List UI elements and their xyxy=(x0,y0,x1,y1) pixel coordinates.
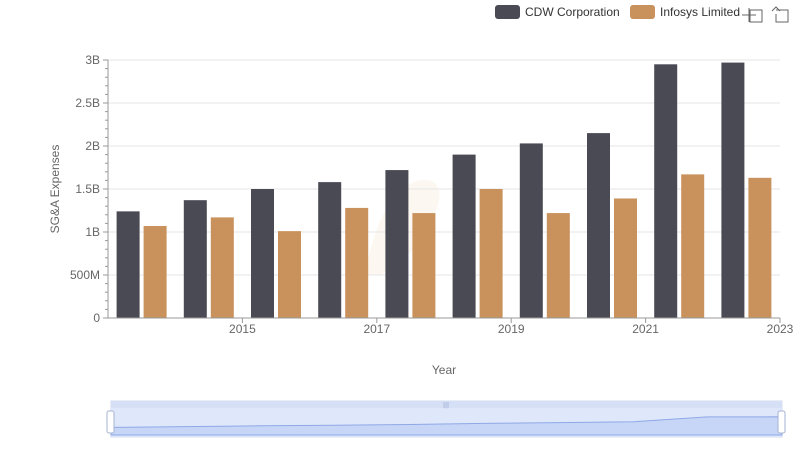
bar-cdw-2022[interactable] xyxy=(654,64,678,318)
y-axis-title: SG&A Expenses xyxy=(48,145,62,234)
bar-cdw-2019[interactable] xyxy=(452,154,476,318)
bar-infosys-2020[interactable] xyxy=(546,213,570,318)
x-tick-label: 2017 xyxy=(363,322,390,336)
data-zoom-left-handle[interactable] xyxy=(106,410,115,434)
legend-label-infosys: Infosys Limited xyxy=(660,5,740,19)
bar-cdw-2016[interactable] xyxy=(251,189,274,318)
legend[interactable]: CDW Corporation Infosys Limited xyxy=(495,5,740,19)
legend-swatch-cdw xyxy=(495,5,520,19)
bar-infosys-2022[interactable] xyxy=(681,174,705,318)
y-tick-label: 1B xyxy=(85,225,100,239)
y-tick-label: 3B xyxy=(85,53,100,67)
bar-cdw-2014[interactable] xyxy=(116,211,140,318)
y-tick-label: 0 xyxy=(93,311,100,325)
bar-infosys-2015[interactable] xyxy=(210,217,234,318)
zoom-in-icon[interactable] xyxy=(742,8,763,23)
data-zoom-right-handle[interactable] xyxy=(777,410,786,434)
x-tick-label: 2023 xyxy=(767,322,794,336)
y-tick-label: 2.5B xyxy=(75,96,100,110)
data-zoom-top-bar[interactable] xyxy=(111,401,782,408)
bar-cdw-2020[interactable] xyxy=(519,143,543,318)
x-axis-tick-labels: 2015 2017 2019 2021 2023 xyxy=(229,318,794,336)
data-zoom-slider[interactable]: ||| xyxy=(106,400,786,438)
bars xyxy=(116,62,772,318)
bar-infosys-2014[interactable] xyxy=(143,225,167,318)
x-tick-label: 2015 xyxy=(229,322,256,336)
bar-cdw-2023[interactable] xyxy=(721,62,745,318)
bar-cdw-2018[interactable] xyxy=(385,170,409,318)
bar-infosys-2019[interactable] xyxy=(479,189,503,318)
legend-item-cdw[interactable]: CDW Corporation xyxy=(495,5,620,19)
y-axis-tick-labels: 0 500M 1B 1.5B 2B 2.5B 3B xyxy=(70,53,100,325)
bar-cdw-2015[interactable] xyxy=(183,200,207,318)
bar-infosys-2016[interactable] xyxy=(278,231,301,318)
bar-cdw-2021[interactable] xyxy=(587,133,610,318)
data-zoom-top-handle[interactable]: ||| xyxy=(443,402,449,409)
y-tick-label: 1.5B xyxy=(75,182,100,196)
bar-infosys-2017[interactable] xyxy=(345,207,369,318)
x-axis-title: Year xyxy=(432,363,456,377)
bar-infosys-2021[interactable] xyxy=(614,198,637,318)
reset-icon[interactable] xyxy=(771,6,789,23)
bar-cdw-2017[interactable] xyxy=(318,182,342,318)
bar-infosys-2023[interactable] xyxy=(748,177,772,318)
bar-infosys-2018[interactable] xyxy=(412,213,436,318)
legend-swatch-infosys xyxy=(630,5,655,19)
y-tick-label: 500M xyxy=(70,268,100,282)
legend-label-cdw: CDW Corporation xyxy=(525,5,620,19)
x-tick-label: 2021 xyxy=(632,322,659,336)
legend-item-infosys[interactable]: Infosys Limited xyxy=(630,5,740,19)
y-tick-label: 2B xyxy=(85,139,100,153)
x-tick-label: 2019 xyxy=(498,322,525,336)
